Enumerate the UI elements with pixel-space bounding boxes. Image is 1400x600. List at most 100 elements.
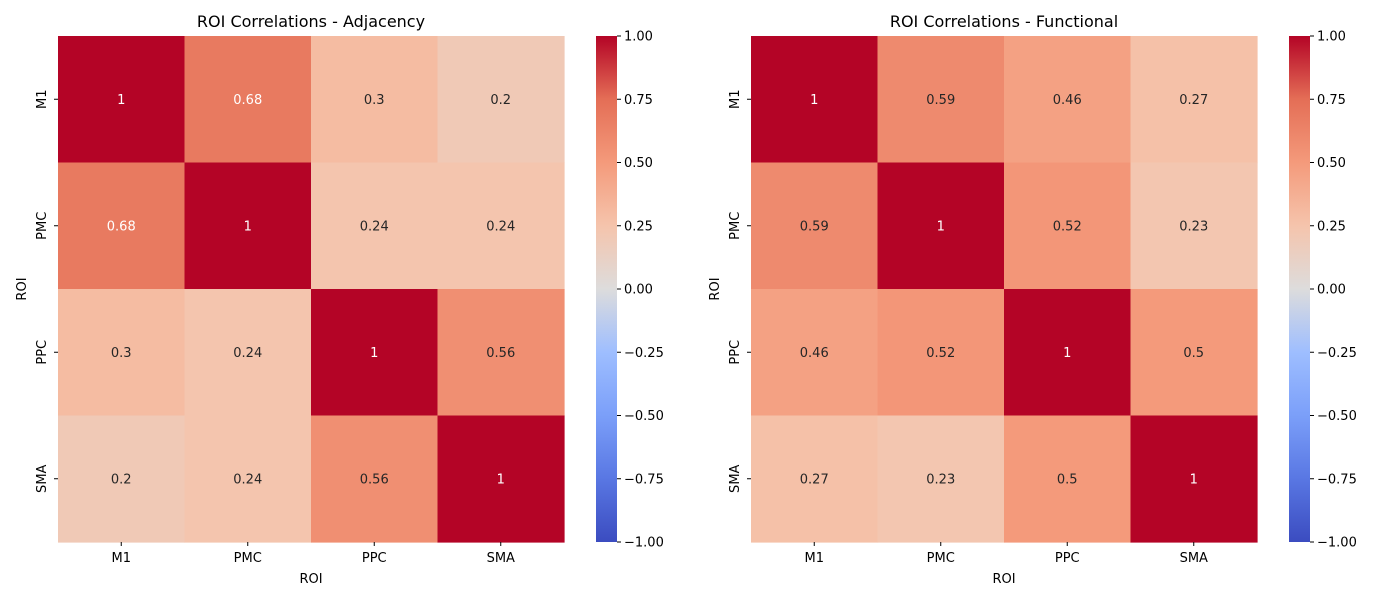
cell-value-label: 1 bbox=[810, 93, 818, 108]
colorbar-tick-label: 1.00 bbox=[624, 30, 653, 45]
cell-value-label: 0.52 bbox=[1053, 219, 1082, 234]
colorbar-tick-label: −0.50 bbox=[624, 409, 664, 424]
heatmap-cell bbox=[311, 289, 439, 417]
cell-value-label: 0.23 bbox=[1179, 219, 1208, 234]
cell-value-label: 1 bbox=[370, 346, 378, 361]
y-tick-label: SMA bbox=[35, 464, 50, 492]
heatmap-cell bbox=[184, 36, 312, 164]
y-tick-label: M1 bbox=[35, 90, 50, 110]
cell-value-label: 0.24 bbox=[360, 219, 389, 234]
heatmap-cell bbox=[1004, 162, 1132, 290]
colorbar-tick-label: 0.50 bbox=[624, 156, 653, 171]
cell-value-label: 0.24 bbox=[486, 219, 515, 234]
heatmap-cell bbox=[437, 36, 565, 164]
colorbar-tick-label: 0.75 bbox=[624, 93, 653, 108]
cell-value-label: 1 bbox=[117, 93, 125, 108]
heatmap-panel-1: 1 0.68 0.3 0.2 0.68 1 0.24 0.24 0.3 0.24 1 0.56 0.2 0… bbox=[15, 12, 664, 587]
heatmap-panel-2: 1 0.59 0.46 0.27 0.59 1 0.52 0.23 0.46 0.52 1 0.5 0.… bbox=[708, 12, 1357, 587]
heatmap-cell bbox=[311, 415, 439, 543]
cell-value-label: 0.68 bbox=[107, 219, 136, 234]
heatmap-cell bbox=[184, 289, 312, 417]
cell-value-label: 0.27 bbox=[800, 472, 829, 487]
colorbar-tick-label: −0.50 bbox=[1317, 409, 1357, 424]
y-tick-label: PPC bbox=[35, 340, 50, 365]
cell-value-label: 0.2 bbox=[490, 93, 511, 108]
heatmap-cell bbox=[1130, 289, 1258, 417]
cell-value-label: 1 bbox=[1190, 472, 1198, 487]
x-tick-label: SMA bbox=[487, 551, 515, 566]
heatmap-cell bbox=[751, 36, 879, 164]
heatmap-cell bbox=[437, 289, 565, 417]
cell-value-label: 1 bbox=[497, 472, 505, 487]
x-tick-label: PMC bbox=[234, 551, 262, 566]
y-tick-label: PPC bbox=[728, 340, 743, 365]
colorbar-tick-label: 0.00 bbox=[1317, 283, 1346, 298]
heatmap-cell bbox=[877, 162, 1005, 290]
y-tick-label: PMC bbox=[35, 212, 50, 240]
heatmap-cell bbox=[1004, 36, 1132, 164]
x-tick-label: PMC bbox=[927, 551, 955, 566]
colorbar-tick-label: 0.50 bbox=[1317, 156, 1346, 171]
x-tick-label: PPC bbox=[362, 551, 387, 566]
cell-value-label: 0.24 bbox=[233, 472, 262, 487]
y-tick-label: PMC bbox=[728, 212, 743, 240]
cell-value-label: 0.46 bbox=[800, 346, 829, 361]
colorbar-tick-label: −1.00 bbox=[624, 536, 664, 551]
colorbar-tick-label: −0.75 bbox=[1317, 472, 1357, 487]
heatmap-cell bbox=[58, 162, 186, 290]
chart-title: ROI Correlations - Adjacency bbox=[197, 12, 425, 31]
colorbar-tick-label: 1.00 bbox=[1317, 30, 1346, 45]
heatmap-cell bbox=[1130, 162, 1258, 290]
cell-value-label: 1 bbox=[937, 219, 945, 234]
heatmap-cell bbox=[311, 162, 439, 290]
heatmap-cell bbox=[184, 162, 312, 290]
heatmap-cell bbox=[58, 36, 186, 164]
x-tick-label: M1 bbox=[112, 551, 132, 566]
heatmap-cell bbox=[877, 415, 1005, 543]
colorbar-tick-label: 0.25 bbox=[624, 219, 653, 234]
colorbar bbox=[596, 36, 617, 542]
y-tick-label: SMA bbox=[728, 464, 743, 492]
cell-value-label: 1 bbox=[244, 219, 252, 234]
heatmap-cell bbox=[58, 415, 186, 543]
x-tick-label: PPC bbox=[1055, 551, 1080, 566]
cell-value-label: 1 bbox=[1063, 346, 1071, 361]
colorbar-tick-label: 0.25 bbox=[1317, 219, 1346, 234]
cell-value-label: 0.24 bbox=[233, 346, 262, 361]
cell-value-label: 0.59 bbox=[926, 93, 955, 108]
colorbar bbox=[1289, 36, 1310, 542]
heatmap-cell bbox=[751, 289, 879, 417]
colorbar-tick-label: 0.75 bbox=[1317, 93, 1346, 108]
y-tick-label: M1 bbox=[728, 90, 743, 110]
chart-title: ROI Correlations - Functional bbox=[890, 12, 1118, 31]
cell-value-label: 0.56 bbox=[486, 346, 515, 361]
colorbar-tick-label: −0.25 bbox=[624, 346, 664, 361]
heatmap-cell bbox=[311, 36, 439, 164]
cell-value-label: 0.56 bbox=[360, 472, 389, 487]
cell-value-label: 0.2 bbox=[111, 472, 132, 487]
cell-value-label: 0.27 bbox=[1179, 93, 1208, 108]
colorbar-tick-label: −0.75 bbox=[624, 472, 664, 487]
x-axis-label: ROI bbox=[299, 572, 322, 587]
cell-value-label: 0.5 bbox=[1057, 472, 1078, 487]
cell-value-label: 0.52 bbox=[926, 346, 955, 361]
heatmap-cell bbox=[751, 162, 879, 290]
heatmap-cell bbox=[1130, 36, 1258, 164]
colorbar-tick-label: 0.00 bbox=[624, 283, 653, 298]
cell-value-label: 0.5 bbox=[1183, 346, 1204, 361]
x-tick-label: SMA bbox=[1180, 551, 1208, 566]
colorbar-tick-label: −1.00 bbox=[1317, 536, 1357, 551]
cell-value-label: 0.46 bbox=[1053, 93, 1082, 108]
x-axis-label: ROI bbox=[992, 572, 1015, 587]
cell-value-label: 0.3 bbox=[364, 93, 385, 108]
heatmap-cell bbox=[751, 415, 879, 543]
heatmap-cell bbox=[1130, 415, 1258, 543]
heatmap-cell bbox=[437, 415, 565, 543]
heatmap-cell bbox=[184, 415, 312, 543]
cell-value-label: 0.3 bbox=[111, 346, 132, 361]
cell-value-label: 0.23 bbox=[926, 472, 955, 487]
heatmap-cell bbox=[437, 162, 565, 290]
heatmap-cell bbox=[58, 289, 186, 417]
heatmap-cell bbox=[877, 36, 1005, 164]
